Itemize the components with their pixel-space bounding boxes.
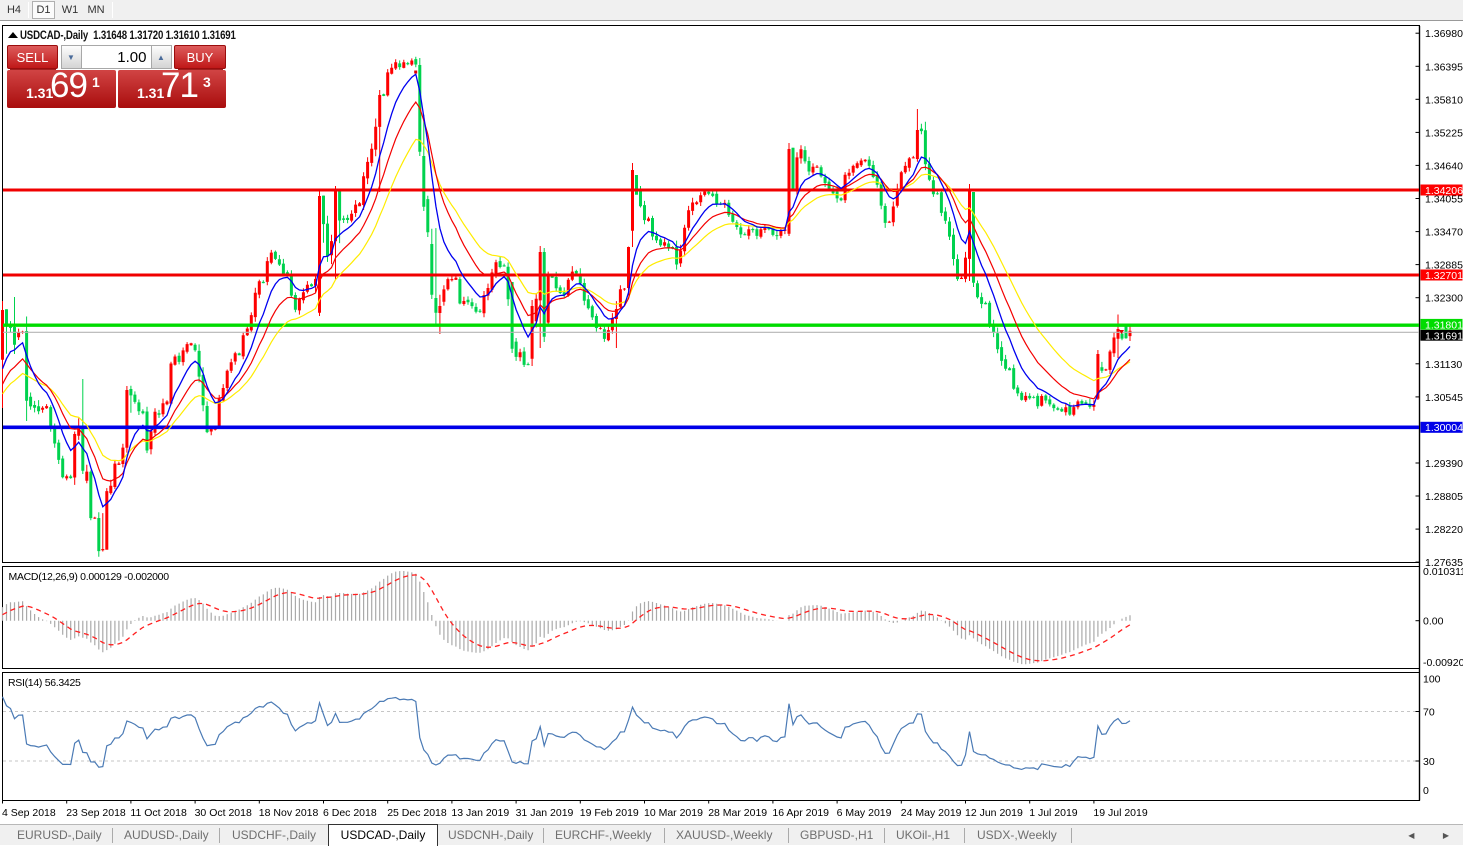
svg-text:1.28805: 1.28805: [1425, 491, 1463, 503]
svg-text:1.34055: 1.34055: [1425, 194, 1463, 206]
svg-text:MACD(12,26,9) 0.000129 -0.0020: MACD(12,26,9) 0.000129 -0.002000: [9, 571, 170, 583]
svg-text:1.28220: 1.28220: [1425, 524, 1463, 536]
svg-text:1.32701: 1.32701: [1425, 270, 1463, 282]
svg-text:12 Jun 2019: 12 Jun 2019: [965, 807, 1023, 819]
svg-text:-0.009203: -0.009203: [1423, 657, 1463, 669]
svg-text:4 Sep 2018: 4 Sep 2018: [2, 807, 56, 819]
svg-text:6 Dec 2018: 6 Dec 2018: [323, 807, 377, 819]
svg-text:1.33470: 1.33470: [1425, 227, 1463, 239]
svg-text:23 Sep 2018: 23 Sep 2018: [66, 807, 126, 819]
svg-text:1.36395: 1.36395: [1425, 61, 1463, 73]
svg-text:1.36980: 1.36980: [1425, 28, 1463, 40]
svg-text:0.00: 0.00: [1423, 616, 1444, 628]
svg-text:30: 30: [1423, 756, 1435, 768]
svg-text:1.31801: 1.31801: [1425, 319, 1463, 331]
svg-text:1.32885: 1.32885: [1425, 260, 1463, 272]
svg-text:11 Oct 2018: 11 Oct 2018: [130, 807, 187, 819]
svg-text:6 May 2019: 6 May 2019: [837, 807, 892, 819]
svg-text:100: 100: [1423, 674, 1441, 686]
svg-text:13 Jan 2019: 13 Jan 2019: [451, 807, 509, 819]
svg-text:10 Mar 2019: 10 Mar 2019: [644, 807, 703, 819]
svg-text:1.34206: 1.34206: [1425, 185, 1463, 197]
svg-text:0: 0: [1423, 785, 1429, 797]
svg-text:1.27635: 1.27635: [1425, 557, 1463, 569]
svg-text:1.29390: 1.29390: [1425, 458, 1463, 470]
svg-text:1.30004: 1.30004: [1425, 422, 1463, 434]
svg-text:18 Nov 2018: 18 Nov 2018: [259, 807, 319, 819]
svg-text:24 May 2019: 24 May 2019: [901, 807, 962, 819]
svg-text:1.32300: 1.32300: [1425, 293, 1463, 305]
svg-text:1 Jul 2019: 1 Jul 2019: [1029, 807, 1078, 819]
svg-text:1.34640: 1.34640: [1425, 160, 1463, 172]
svg-text:1.35810: 1.35810: [1425, 94, 1463, 106]
svg-text:1.31691: 1.31691: [1425, 330, 1463, 342]
svg-text:RSI(14) 56.3425: RSI(14) 56.3425: [8, 677, 81, 689]
svg-text:1.35225: 1.35225: [1425, 127, 1463, 139]
svg-text:16 Apr 2019: 16 Apr 2019: [772, 807, 829, 819]
svg-text:1.31130: 1.31130: [1425, 359, 1462, 371]
svg-text:1.30545: 1.30545: [1425, 392, 1463, 404]
svg-text:28 Mar 2019: 28 Mar 2019: [708, 807, 767, 819]
svg-text:31 Jan 2019: 31 Jan 2019: [516, 807, 574, 819]
svg-text:19 Feb 2019: 19 Feb 2019: [580, 807, 639, 819]
svg-text:30 Oct 2018: 30 Oct 2018: [195, 807, 252, 819]
svg-text:25 Dec 2018: 25 Dec 2018: [387, 807, 447, 819]
svg-text:70: 70: [1423, 707, 1435, 719]
svg-text:0.010311: 0.010311: [1423, 566, 1463, 578]
svg-text:19 Jul 2019: 19 Jul 2019: [1093, 807, 1147, 819]
